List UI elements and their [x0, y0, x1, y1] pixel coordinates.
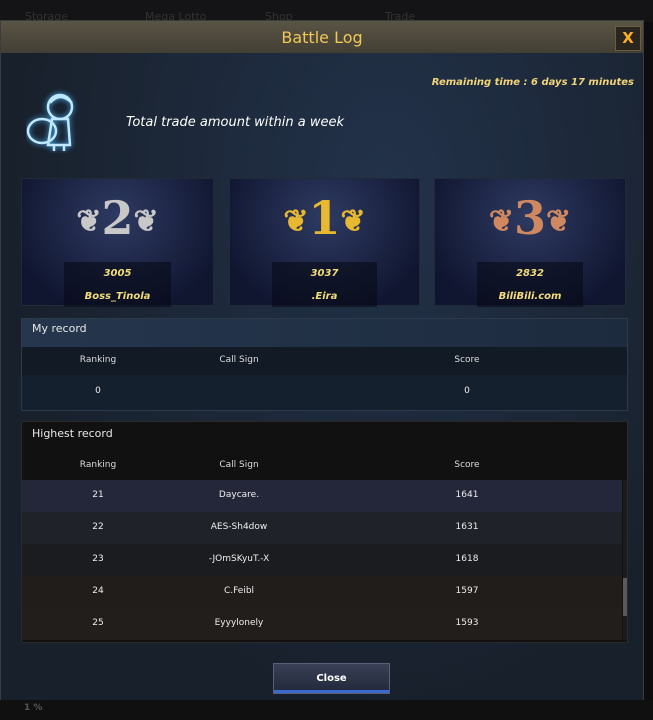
cell-ranking: 21	[92, 490, 104, 500]
close-x-button[interactable]: X	[615, 26, 641, 51]
scrollbar[interactable]	[623, 480, 627, 640]
highest-record-header: Ranking Call Sign Score	[22, 452, 627, 480]
battle-log-dialog: Battle Log X Remaining time : 6 days 17 …	[0, 20, 644, 719]
remaining-time: Remaining time : 6 days 17 minutes	[431, 77, 634, 88]
my-record-label: My record	[32, 322, 87, 335]
background-tabs: Storage Mega Lotto Shop Trade	[0, 0, 653, 23]
highest-record-label: Highest record	[32, 427, 113, 440]
col-score: Score	[454, 355, 480, 365]
podium-score: 3037	[310, 268, 339, 279]
cell-call-sign: -JOmSKyuT.-X	[208, 554, 270, 564]
bronze-laurel-icon: ❦3❦	[488, 191, 572, 245]
my-record-row: 0 0	[22, 376, 622, 408]
podium-name: .Eira	[311, 291, 338, 302]
bg-tab: Mega Lotto	[145, 10, 207, 23]
cell-call-sign: Daycare.	[218, 490, 260, 500]
bg-tab: Shop	[265, 10, 293, 23]
event-title: Total trade amount within a week	[126, 115, 344, 130]
cell-score: 1593	[455, 618, 479, 628]
podium-score: 2832	[516, 268, 544, 279]
col-call-sign: Call Sign	[219, 460, 259, 470]
col-call-sign: Call Sign	[219, 355, 259, 365]
col-ranking: Ranking	[79, 355, 117, 365]
cell-ranking: 24	[92, 586, 104, 596]
dialog-header: Battle Log X	[1, 21, 643, 53]
podium-card-rank-1: ❦1❦ 3037 .Eira	[229, 178, 420, 307]
gold-laurel-icon: ❦1❦	[283, 191, 366, 245]
cell-call-sign: Eyyylonely	[214, 618, 264, 628]
cell-score: 1597	[455, 586, 479, 596]
cell-ranking: 25	[92, 618, 104, 628]
my-record-panel: My record Ranking Call Sign Score 0 0	[21, 318, 628, 411]
cell-score: 1641	[455, 490, 479, 500]
table-row: 25 Eyyylonely 1593	[22, 608, 622, 640]
table-row: 24 C.Feibl 1597	[22, 576, 622, 608]
table-row: 22 AES-Sh4dow 1631	[22, 512, 622, 544]
scrollbar-thumb[interactable]	[623, 578, 627, 616]
podium-name: Boss_Tinola	[84, 291, 151, 302]
podium-card-rank-2: ❦2❦ 3005 Boss_Tinola	[21, 178, 214, 307]
bg-tab: Storage	[25, 10, 69, 23]
silver-laurel-icon: ❦2❦	[76, 191, 159, 245]
cell-ranking: 22	[92, 522, 104, 532]
highest-record-panel: Highest record Ranking Call Sign Score 2…	[21, 421, 628, 643]
my-record-header: Ranking Call Sign Score	[22, 347, 627, 375]
table-row: 23 -JOmSKyuT.-X 1618	[22, 544, 622, 576]
table-row: 21 Daycare. 1641	[22, 480, 622, 512]
col-score: Score	[454, 460, 480, 470]
cell-score: 1618	[455, 554, 479, 564]
cell-ranking: 0	[95, 386, 101, 396]
bottom-bar: 1 %	[0, 700, 653, 720]
podium-name: BiliBili.com	[498, 291, 562, 302]
cell-score: 0	[464, 386, 470, 396]
bg-tab: Trade	[385, 10, 416, 23]
dialog-title: Battle Log	[281, 28, 363, 47]
dialog-content: Remaining time : 6 days 17 minutes Total…	[1, 53, 643, 719]
cell-call-sign: C.Feibl	[223, 586, 255, 596]
cell-score: 1631	[455, 522, 479, 532]
status-percent: 1 %	[24, 703, 43, 713]
cell-ranking: 23	[92, 554, 104, 564]
podium-score: 3005	[103, 268, 132, 279]
character-icon	[26, 93, 74, 151]
close-button[interactable]: Close	[273, 663, 390, 694]
cell-call-sign: AES-Sh4dow	[210, 522, 268, 532]
col-ranking: Ranking	[79, 460, 117, 470]
podium-card-rank-3: ❦3❦ 2832 BiliBili.com	[434, 178, 626, 307]
